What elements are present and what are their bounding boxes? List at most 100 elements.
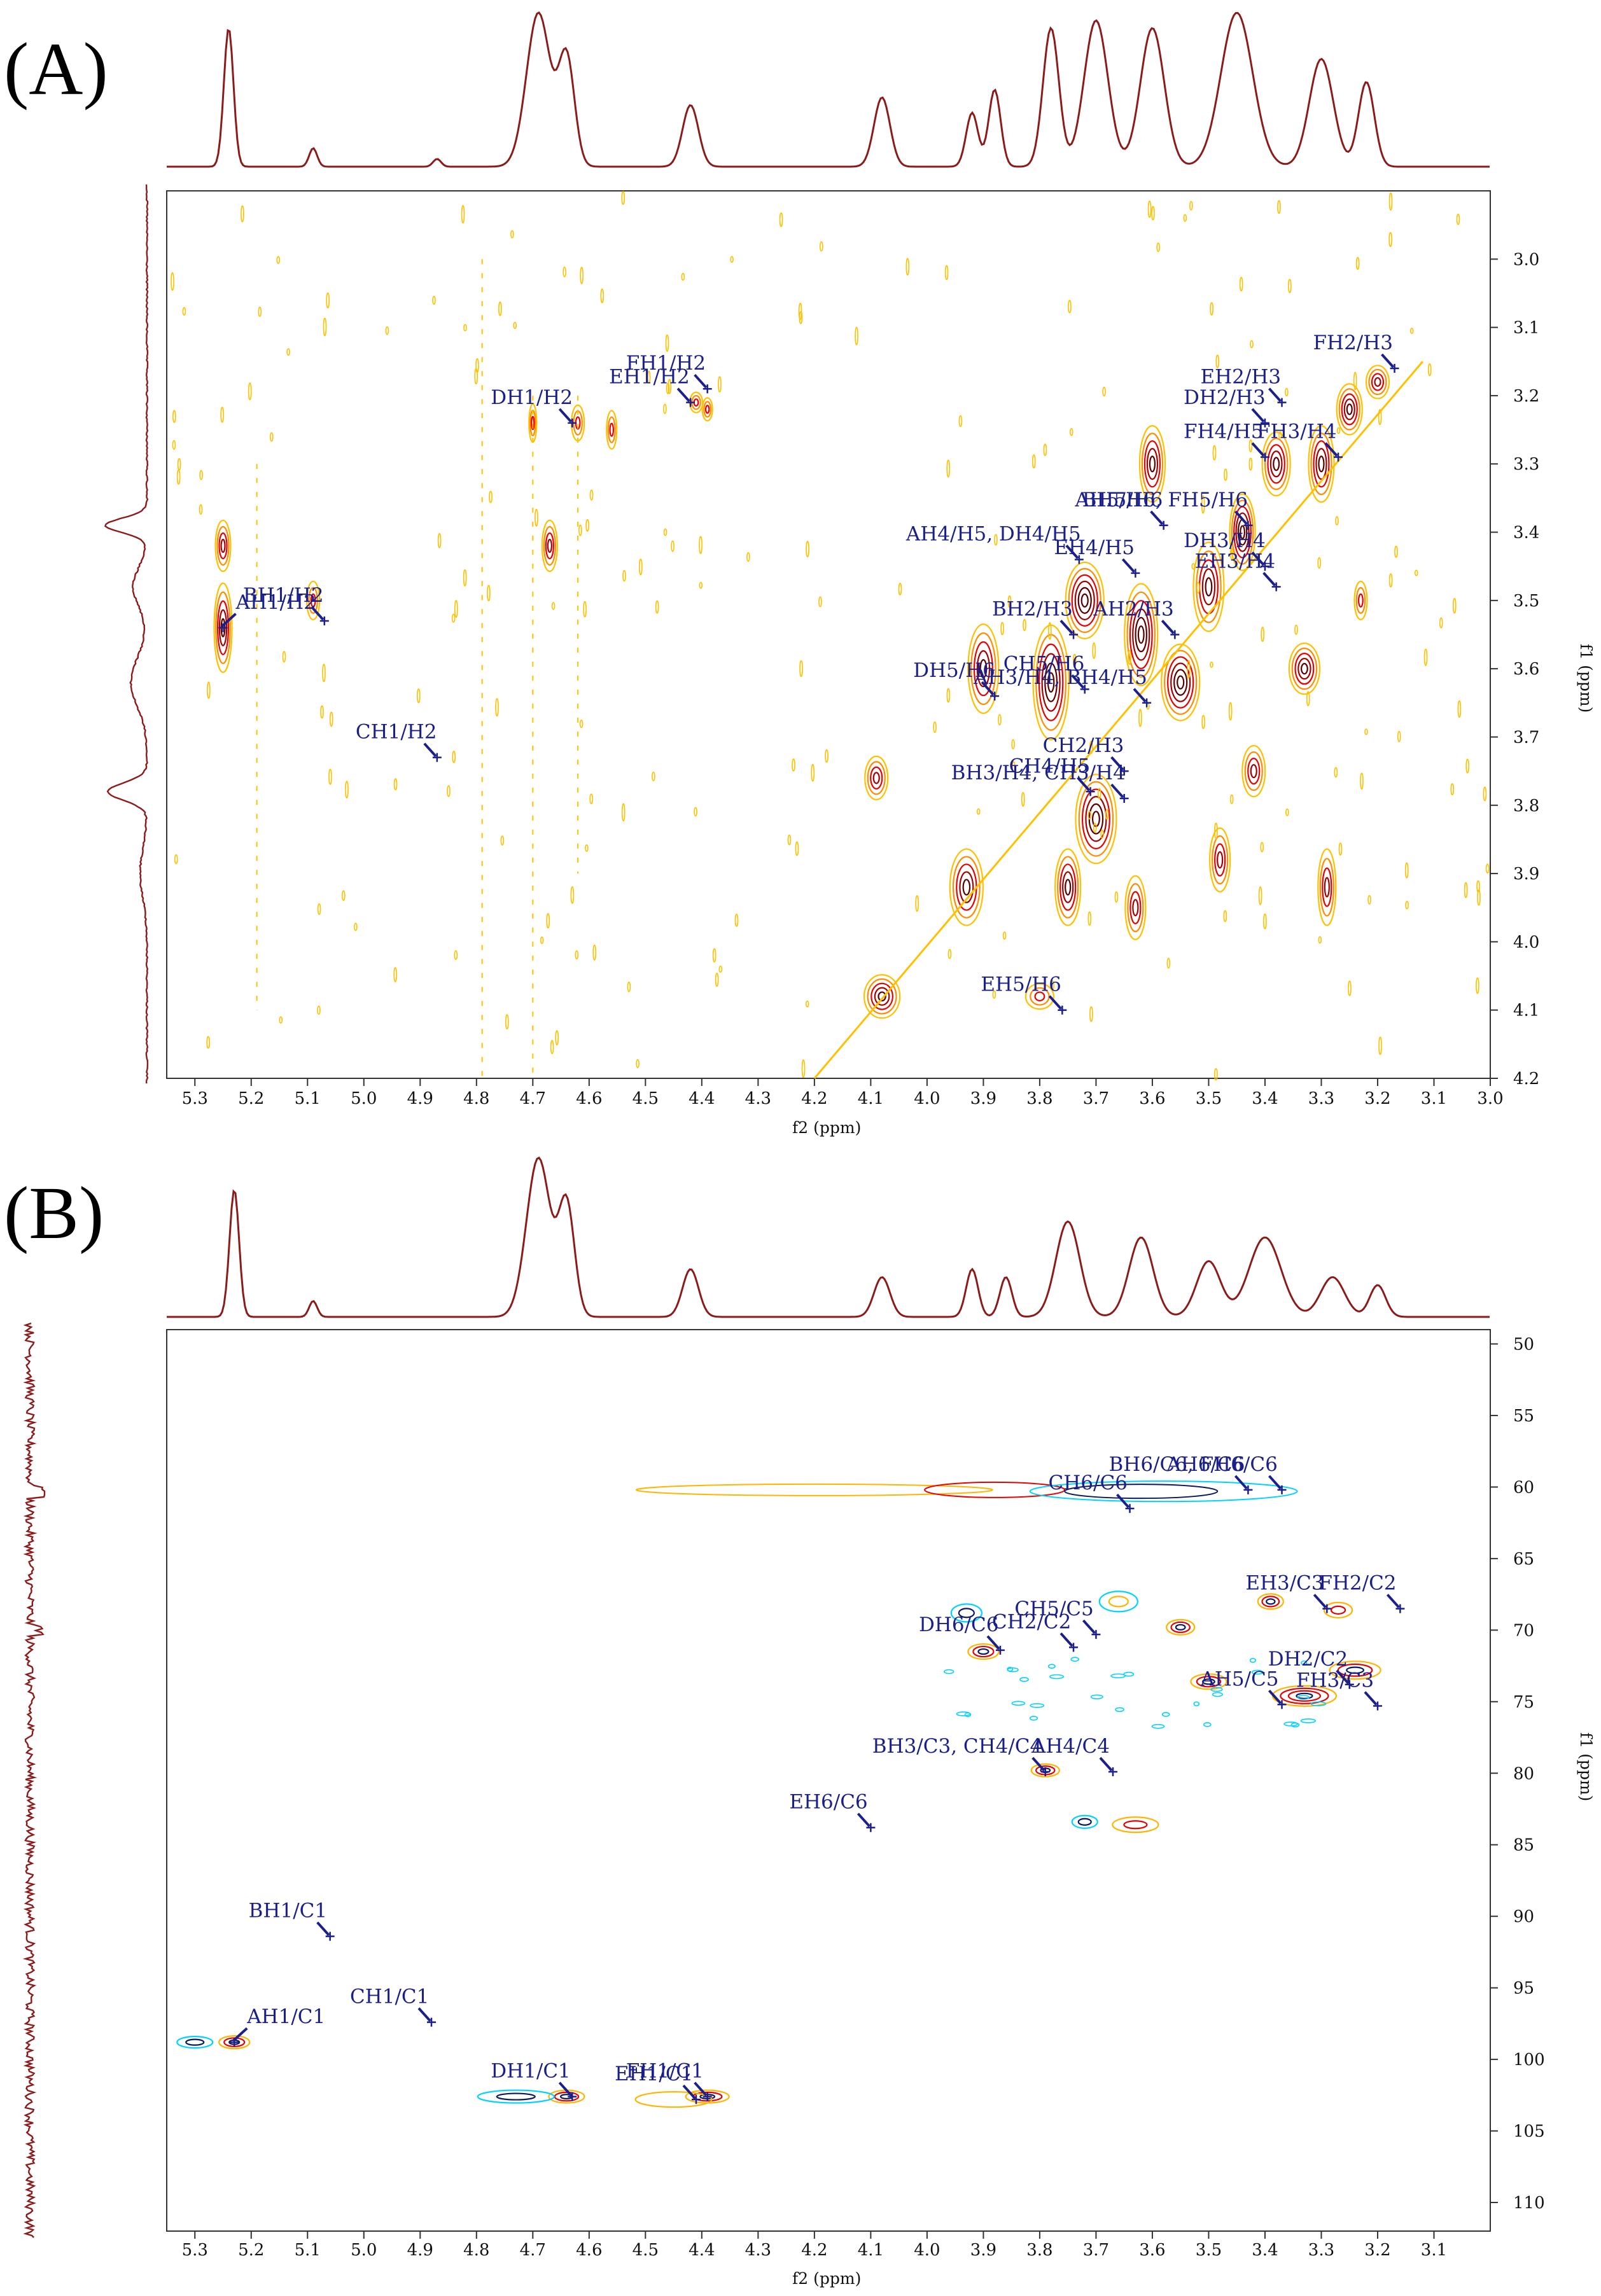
noise-speck xyxy=(1476,977,1479,994)
hsqc-peak xyxy=(1330,1605,1346,1615)
cross-peak xyxy=(1346,403,1353,415)
cross-peak xyxy=(218,532,228,560)
noise-speck xyxy=(575,950,579,960)
annotation-arrow xyxy=(1268,1689,1282,1704)
noise-speck xyxy=(1248,457,1253,471)
cross-peak xyxy=(1229,493,1256,571)
y-tick-label: 3.6 xyxy=(1513,660,1539,679)
cross-peak xyxy=(214,519,232,573)
noise-speck xyxy=(1229,548,1234,560)
peak-marker xyxy=(230,2038,239,2047)
y-tick-label: 4.1 xyxy=(1513,1001,1539,1020)
noise-speck xyxy=(342,890,346,901)
noise-speck xyxy=(1229,794,1234,804)
noise-speck xyxy=(417,688,421,704)
annotation-label: EH6/C6 xyxy=(789,1791,867,1814)
noise-speck xyxy=(636,1059,640,1068)
hsqc-peak xyxy=(972,1645,995,1658)
noise-speck xyxy=(1306,691,1310,707)
annotation-arrow xyxy=(1065,545,1079,559)
noise-speck xyxy=(461,205,465,224)
noise-speck xyxy=(1089,741,1093,755)
noise-speck xyxy=(592,944,597,961)
hsqc-peak xyxy=(1123,1820,1148,1830)
y-tick-label: 3.9 xyxy=(1513,865,1539,884)
noise-speck xyxy=(1336,427,1341,434)
cross-peak xyxy=(1201,568,1216,606)
cross-peak xyxy=(220,538,226,553)
annotation-label: FH2/C2 xyxy=(1318,1572,1396,1595)
panel-label-a: (A) xyxy=(4,27,108,111)
annotation-arrow xyxy=(1110,756,1124,771)
noise-speck xyxy=(1260,842,1264,852)
noise-speck xyxy=(1012,761,1016,773)
noise-speck xyxy=(345,781,349,799)
noise-speck xyxy=(1294,624,1298,635)
x-tick-label: 4.0 xyxy=(914,2241,940,2260)
peak-marker xyxy=(1119,794,1129,804)
noise-speck xyxy=(1210,1687,1223,1692)
noise-speck xyxy=(354,922,358,931)
y-tick-label: 3.3 xyxy=(1513,455,1539,474)
cross-peak xyxy=(213,582,233,673)
noise-speck xyxy=(933,721,937,734)
noise-speck xyxy=(570,886,575,904)
cross-peak xyxy=(870,982,893,1010)
annotation-label: DH1/C1 xyxy=(491,2060,571,2083)
left-projection-spectrum xyxy=(22,1322,46,2238)
hsqc-peak xyxy=(1287,1690,1322,1702)
x-tick-label: 3.9 xyxy=(970,1089,996,1108)
annotation-label: FH1/H2 xyxy=(626,352,706,375)
noise-speck xyxy=(1191,562,1196,570)
hsqc-peak xyxy=(1030,1763,1060,1778)
peak-marker xyxy=(1040,1767,1050,1776)
noise-speck xyxy=(1223,910,1227,922)
noise-speck xyxy=(500,835,505,846)
cross-peak xyxy=(1318,456,1325,473)
cross-peak xyxy=(1322,867,1332,907)
noise-speck xyxy=(463,569,467,587)
hsqc-peak xyxy=(477,2089,555,2104)
hsqc-peak xyxy=(634,2091,713,2108)
noise-speck xyxy=(1409,328,1414,334)
cross-peak xyxy=(704,405,710,414)
x-tick-label: 3.1 xyxy=(1421,1089,1447,1108)
peak-marker xyxy=(1322,1604,1332,1613)
annotation-arrow xyxy=(1336,1669,1350,1685)
noise-speck xyxy=(1019,1677,1029,1682)
noise-speck xyxy=(1297,1695,1310,1700)
cross-peak xyxy=(1146,448,1159,480)
noise-speck xyxy=(905,258,910,276)
annotation-label: AH1/C1 xyxy=(246,2005,325,2028)
noise-speck xyxy=(1335,516,1339,525)
noise-speck xyxy=(712,948,717,963)
annotation-label: AH4/C4 xyxy=(1031,1735,1110,1758)
plot-frame xyxy=(166,1329,1491,2232)
annotation-arrow xyxy=(676,387,690,402)
noise-speck xyxy=(393,778,398,791)
noise-speck xyxy=(1301,1660,1308,1666)
peak-marker xyxy=(218,623,228,632)
noise-speck xyxy=(1123,1671,1135,1677)
noise-speck xyxy=(1477,889,1481,906)
noise-speck xyxy=(1029,1716,1038,1721)
noise-speck xyxy=(1151,205,1155,221)
cross-peak xyxy=(1297,658,1311,680)
cross-peak xyxy=(1078,781,1114,857)
plot-frame xyxy=(166,190,1491,1079)
hsqc-peak xyxy=(1346,1666,1365,1674)
x-tick-label: 3.4 xyxy=(1252,2241,1278,2260)
noise-speck xyxy=(1110,1673,1126,1679)
peak-marker xyxy=(1373,1701,1382,1711)
peak-marker xyxy=(1125,1504,1135,1513)
c6-band xyxy=(924,1481,1066,1498)
noise-speck xyxy=(1089,1006,1093,1022)
noise-speck xyxy=(1364,728,1368,735)
noise-speck xyxy=(1070,1657,1079,1662)
noise-speck xyxy=(718,965,723,973)
noise-speck xyxy=(1030,1703,1045,1708)
noise-speck xyxy=(663,528,668,536)
peak-marker xyxy=(1091,1630,1101,1639)
noise-speck xyxy=(583,601,587,618)
cross-peak xyxy=(1068,567,1101,633)
